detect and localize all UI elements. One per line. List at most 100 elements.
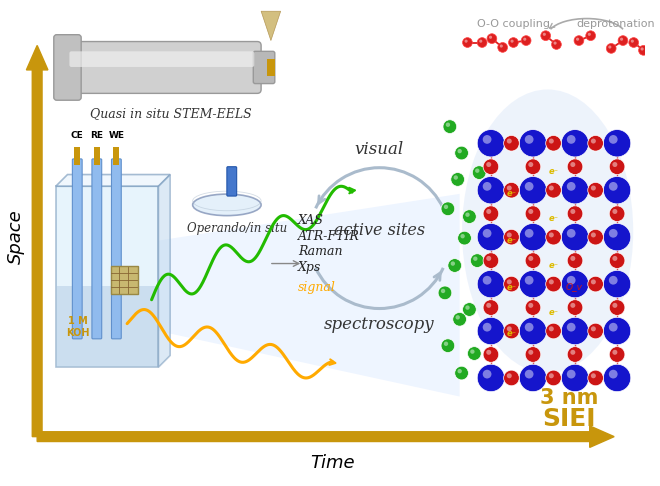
Text: Xps: Xps bbox=[298, 261, 321, 274]
Circle shape bbox=[525, 276, 533, 285]
Circle shape bbox=[486, 162, 491, 167]
Circle shape bbox=[504, 370, 519, 386]
Circle shape bbox=[588, 276, 603, 292]
Circle shape bbox=[479, 39, 482, 43]
Circle shape bbox=[639, 46, 648, 55]
Circle shape bbox=[461, 234, 465, 239]
Circle shape bbox=[483, 347, 499, 362]
Circle shape bbox=[507, 279, 512, 284]
Circle shape bbox=[525, 347, 541, 362]
Circle shape bbox=[453, 312, 467, 326]
Text: RE: RE bbox=[90, 131, 104, 140]
Circle shape bbox=[541, 31, 550, 40]
Circle shape bbox=[603, 224, 631, 251]
Circle shape bbox=[519, 224, 546, 251]
Polygon shape bbox=[57, 286, 158, 366]
Polygon shape bbox=[158, 194, 459, 397]
Text: Time: Time bbox=[310, 454, 355, 472]
Circle shape bbox=[504, 276, 519, 292]
FancyBboxPatch shape bbox=[92, 159, 102, 339]
Circle shape bbox=[612, 303, 617, 308]
Circle shape bbox=[609, 46, 611, 49]
Circle shape bbox=[562, 224, 589, 251]
Text: XAS: XAS bbox=[298, 214, 324, 227]
Circle shape bbox=[554, 41, 556, 45]
Circle shape bbox=[567, 370, 576, 379]
Circle shape bbox=[591, 139, 596, 143]
Circle shape bbox=[482, 370, 492, 379]
Circle shape bbox=[457, 149, 462, 153]
Circle shape bbox=[455, 315, 460, 320]
Ellipse shape bbox=[193, 194, 261, 216]
Circle shape bbox=[588, 136, 603, 151]
Circle shape bbox=[519, 364, 546, 392]
Circle shape bbox=[448, 259, 461, 272]
Circle shape bbox=[567, 182, 576, 191]
Circle shape bbox=[549, 279, 554, 284]
Circle shape bbox=[507, 232, 512, 238]
Text: e⁻: e⁻ bbox=[506, 330, 517, 338]
Circle shape bbox=[570, 256, 576, 261]
Circle shape bbox=[500, 45, 503, 48]
Circle shape bbox=[546, 370, 562, 386]
Circle shape bbox=[519, 130, 546, 157]
Circle shape bbox=[546, 276, 562, 292]
Circle shape bbox=[607, 44, 616, 53]
Circle shape bbox=[570, 350, 576, 355]
Circle shape bbox=[567, 300, 583, 315]
Circle shape bbox=[552, 39, 562, 50]
Circle shape bbox=[482, 323, 492, 331]
Circle shape bbox=[507, 326, 512, 331]
Circle shape bbox=[486, 209, 491, 214]
Circle shape bbox=[570, 303, 576, 308]
FancyBboxPatch shape bbox=[73, 159, 82, 339]
Polygon shape bbox=[158, 174, 170, 367]
Circle shape bbox=[629, 37, 639, 48]
Circle shape bbox=[519, 317, 546, 345]
Circle shape bbox=[525, 206, 541, 222]
Circle shape bbox=[467, 347, 481, 360]
Circle shape bbox=[591, 373, 596, 378]
Circle shape bbox=[609, 347, 625, 362]
Circle shape bbox=[588, 182, 603, 198]
Text: e⁻: e⁻ bbox=[506, 282, 517, 292]
Circle shape bbox=[525, 229, 533, 238]
Circle shape bbox=[482, 182, 492, 191]
FancyBboxPatch shape bbox=[227, 167, 237, 196]
Circle shape bbox=[525, 253, 541, 268]
Circle shape bbox=[483, 159, 499, 174]
Circle shape bbox=[612, 162, 617, 167]
Circle shape bbox=[588, 323, 603, 339]
FancyBboxPatch shape bbox=[63, 41, 261, 93]
Circle shape bbox=[507, 373, 512, 378]
Circle shape bbox=[444, 342, 448, 346]
Circle shape bbox=[567, 276, 576, 285]
Circle shape bbox=[609, 159, 625, 174]
Circle shape bbox=[482, 276, 492, 285]
Circle shape bbox=[609, 135, 618, 144]
Text: deprotonation: deprotonation bbox=[577, 19, 655, 29]
Bar bbox=[75, 147, 81, 165]
Circle shape bbox=[609, 182, 618, 191]
Circle shape bbox=[482, 229, 492, 238]
Circle shape bbox=[465, 305, 470, 310]
Circle shape bbox=[546, 182, 562, 198]
Circle shape bbox=[603, 176, 631, 204]
Polygon shape bbox=[55, 174, 170, 186]
Ellipse shape bbox=[462, 89, 633, 373]
Circle shape bbox=[603, 130, 631, 157]
Circle shape bbox=[471, 254, 484, 267]
FancyArrow shape bbox=[26, 46, 48, 436]
Text: O-O coupling: O-O coupling bbox=[477, 19, 550, 29]
Text: O_v: O_v bbox=[566, 282, 583, 292]
Circle shape bbox=[543, 33, 546, 36]
Circle shape bbox=[463, 210, 477, 224]
Circle shape bbox=[473, 257, 477, 261]
Text: Raman: Raman bbox=[298, 245, 343, 258]
Circle shape bbox=[483, 253, 499, 268]
Circle shape bbox=[521, 35, 531, 46]
Circle shape bbox=[588, 229, 603, 245]
Circle shape bbox=[504, 182, 519, 198]
Text: visual: visual bbox=[355, 141, 404, 158]
Circle shape bbox=[546, 229, 562, 245]
